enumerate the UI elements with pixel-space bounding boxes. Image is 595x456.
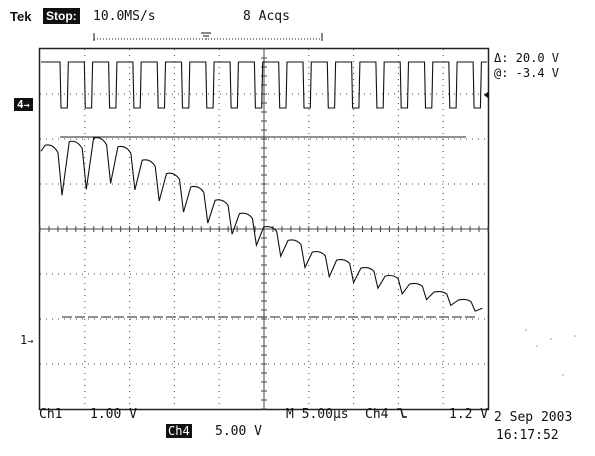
ch4-scale-readout: 5.00 V [215, 424, 262, 439]
ch1-scale-readout: 1.00 V [90, 407, 137, 422]
trigger-readout: Ch4 [365, 407, 408, 422]
acquisition-state-badge: Stop: [43, 8, 80, 24]
timebase-readout: M 5.00µs [286, 407, 349, 422]
cursor-position-readout: @: -3.4 V [494, 66, 560, 80]
ch4-ground-marker[interactable]: 4→ [14, 98, 33, 111]
acquisition-count-readout: 8 Acqs [243, 9, 290, 24]
sample-rate-readout: 10.0MS/s [93, 9, 156, 24]
trigger-level-readout: 1.2 V [449, 407, 489, 422]
cursor-delta-readout: Δ: 20.0 V [494, 51, 560, 65]
date-readout: 2 Sep 2003 [494, 410, 573, 425]
trigger-level-marker [484, 91, 489, 99]
ch4-marker-label: 4 [17, 98, 24, 111]
ch1-trace [40, 137, 483, 312]
time-readout: 16:17:52 [496, 428, 559, 443]
falling-edge-icon [397, 408, 408, 418]
arrow-right-icon: → [27, 336, 34, 347]
trigger-source-label: Ch4 [365, 407, 389, 422]
ch1-label[interactable]: Ch1 [39, 407, 63, 422]
ch4-label[interactable]: Ch4 [166, 424, 192, 438]
ch1-ground-marker[interactable]: 1→ [20, 333, 33, 347]
graticule-grid [39, 48, 489, 410]
record-position-bar [93, 32, 323, 41]
noise-dots [525, 329, 576, 376]
ch1-marker-label: 1 [20, 333, 28, 347]
arrow-right-icon: → [23, 100, 30, 111]
brand-label: Tek [10, 9, 32, 24]
ch4-trace [41, 61, 487, 109]
